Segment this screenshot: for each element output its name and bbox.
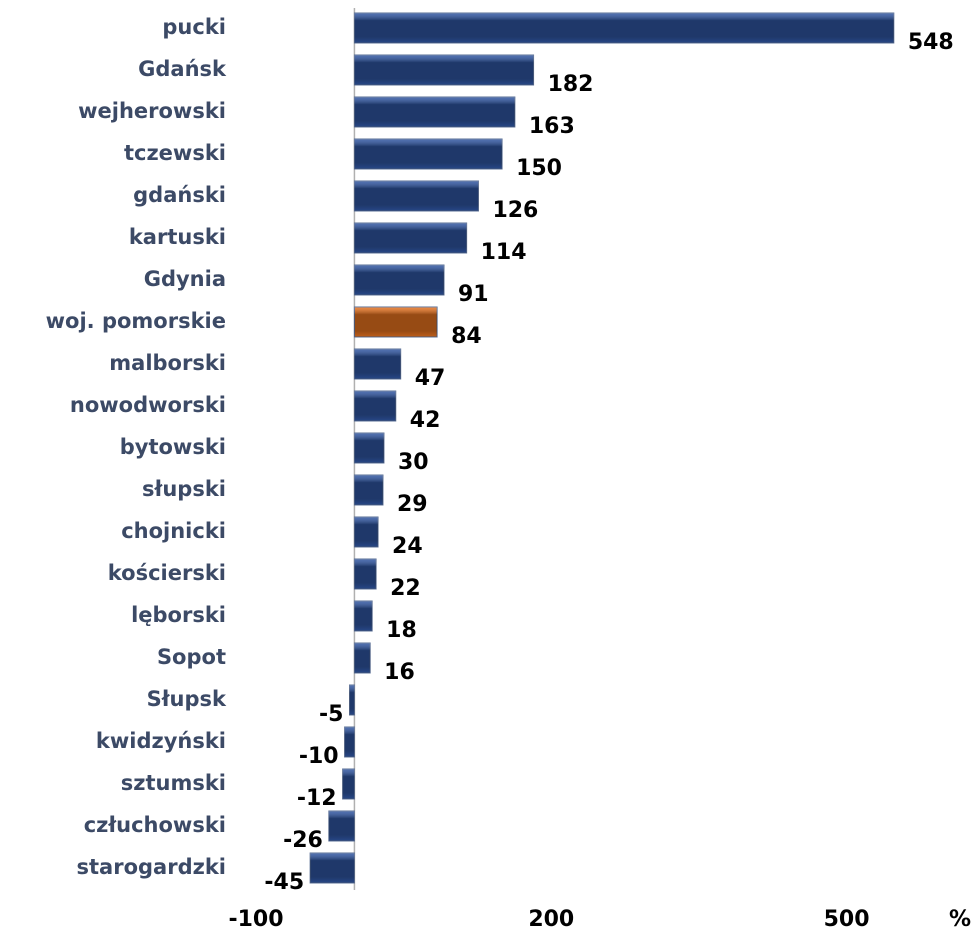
bar-shade [354, 223, 467, 253]
y-tick-label: sztumski [121, 771, 226, 795]
x-tick-label: -100 [228, 907, 283, 932]
bar-shade [310, 853, 355, 883]
data-label: 42 [410, 408, 441, 433]
y-tick-label: tczewski [124, 141, 226, 165]
data-label: 84 [451, 324, 482, 349]
x-tick-label: 200 [528, 907, 574, 932]
bar-shade [354, 13, 894, 43]
y-tick-label: bytowski [120, 435, 226, 459]
data-label: -12 [297, 786, 337, 811]
data-label: 47 [415, 366, 446, 391]
data-label: 24 [392, 534, 423, 559]
y-tick-label: wejherowski [78, 99, 226, 123]
data-label: -45 [264, 870, 304, 895]
data-label: 18 [386, 618, 417, 643]
y-tick-label: lęborski [131, 603, 226, 627]
data-label: 182 [548, 72, 594, 97]
bar-shade [354, 349, 401, 379]
bar-shade [354, 559, 377, 589]
y-tick-label: woj. pomorskie [46, 309, 226, 333]
bar-shade [354, 517, 379, 547]
bar-shade [354, 601, 373, 631]
bar-shade [354, 139, 503, 169]
bar-shade [354, 475, 383, 505]
bar-shade [354, 433, 384, 463]
bar-shade [354, 97, 515, 127]
data-label: 114 [481, 240, 527, 265]
y-tick-label: starogardzki [77, 855, 226, 879]
y-tick-label: Słupsk [147, 687, 227, 711]
data-label: 16 [384, 660, 415, 685]
bar-shade [328, 811, 355, 841]
data-label: 91 [458, 282, 489, 307]
bar-shade [354, 643, 371, 673]
bar-shade [342, 769, 355, 799]
data-label: -10 [299, 744, 339, 769]
data-label: -5 [319, 702, 343, 727]
bar-shade [354, 265, 444, 295]
y-tick-label: kwidzyński [96, 729, 226, 753]
data-label: 163 [529, 114, 575, 139]
data-label: 126 [492, 198, 538, 223]
data-label: 150 [516, 156, 562, 181]
y-tick-label: Gdańsk [138, 57, 227, 81]
bar-shade [354, 55, 534, 85]
data-label: 30 [398, 450, 429, 475]
y-tick-label: człuchowski [84, 813, 226, 837]
y-tick-label: słupski [142, 477, 226, 501]
data-label: 29 [397, 492, 428, 517]
y-tick-label: nowodworski [70, 393, 226, 417]
bar-shade [349, 685, 355, 715]
data-label: -26 [283, 828, 323, 853]
y-tick-label: Sopot [157, 645, 226, 669]
y-tick-label: pucki [162, 15, 226, 39]
x-tick-label: 500 [824, 907, 870, 932]
bar-shade [354, 181, 479, 211]
y-tick-label: malborski [109, 351, 226, 375]
bar-shade [354, 391, 396, 421]
bar-shade [354, 307, 438, 337]
data-label: 22 [390, 576, 421, 601]
x-axis-label: % [949, 907, 971, 932]
y-tick-label: chojnicki [121, 519, 226, 543]
y-tick-label: kartuski [129, 225, 226, 249]
y-tick-label: Gdynia [144, 267, 226, 291]
y-tick-label: kościerski [108, 561, 226, 585]
y-tick-label: gdański [133, 183, 226, 207]
data-label: 548 [908, 30, 954, 55]
bar-shade [344, 727, 355, 757]
